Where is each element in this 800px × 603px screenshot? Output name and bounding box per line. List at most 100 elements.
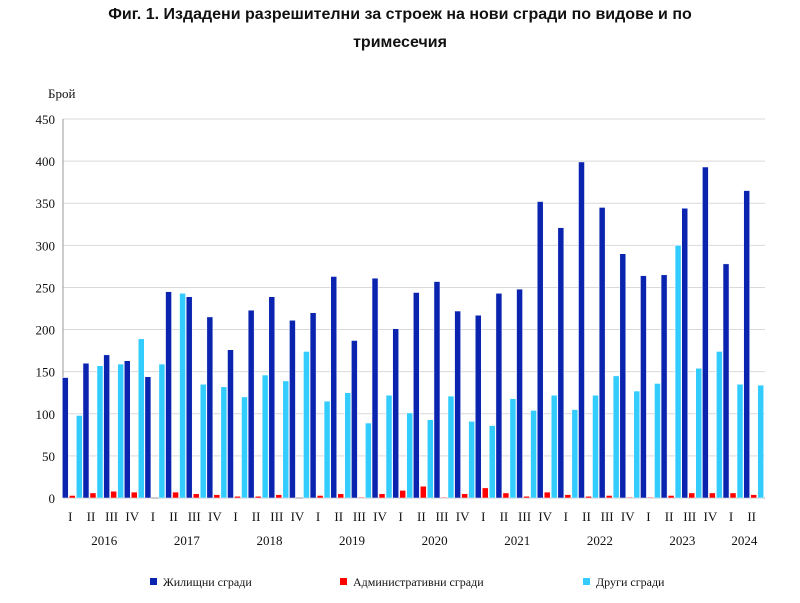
bar-residential (743, 190, 750, 499)
bar-administrative (89, 492, 97, 499)
bar-administrative (523, 496, 530, 499)
bar-administrative (275, 494, 283, 499)
bar-residential (516, 288, 523, 499)
bar-administrative (461, 493, 468, 499)
bar-other (158, 363, 166, 499)
bar-administrative (543, 491, 551, 499)
y-tick-label: 0 (49, 491, 56, 506)
bar-other (76, 415, 83, 499)
bar-administrative (213, 494, 221, 499)
bar-administrative (667, 495, 675, 499)
bar-administrative (110, 491, 117, 499)
x-tick-quarter: I (68, 509, 72, 524)
x-tick-quarter: IV (456, 509, 470, 524)
bar-other (138, 338, 145, 499)
x-tick-quarter: II (169, 509, 178, 524)
bar-other (220, 386, 228, 499)
bar-residential (124, 360, 131, 499)
bar-administrative (729, 492, 737, 499)
x-tick-quarter: I (564, 509, 568, 524)
x-tick-quarter: II (665, 509, 674, 524)
x-tick-quarter: I (646, 509, 650, 524)
y-tick-label: 200 (36, 323, 56, 338)
bar-residential (62, 377, 69, 499)
bar-other (695, 368, 702, 499)
bar-residential (309, 312, 317, 499)
bar-other (96, 365, 104, 499)
bar-residential (702, 166, 709, 499)
bar-administrative (316, 495, 324, 499)
legend-label: Жилищни сгради (163, 575, 252, 589)
bar-other (550, 394, 558, 499)
x-tick-quarter: II (500, 509, 509, 524)
x-tick-quarter: II (582, 509, 591, 524)
bar-residential (475, 314, 482, 499)
bar-other (633, 390, 641, 499)
bar-administrative (688, 492, 695, 499)
bar-other (674, 245, 682, 499)
bar-administrative (482, 487, 489, 499)
bar-residential (227, 349, 234, 499)
x-tick-year: 2022 (587, 533, 613, 548)
bar-other (303, 351, 310, 499)
x-tick-year: 2021 (504, 533, 530, 548)
bar-other (592, 394, 599, 499)
x-tick-quarter: I (481, 509, 485, 524)
bar-other (571, 409, 579, 499)
bar-administrative (440, 496, 448, 499)
bar-residential (268, 296, 276, 499)
bar-residential (495, 293, 503, 499)
x-tick-year: 2024 (731, 533, 758, 548)
y-tick-label: 400 (36, 154, 56, 169)
bar-residential (433, 281, 441, 499)
x-tick-quarter: III (601, 509, 614, 524)
x-tick-year: 2023 (669, 533, 695, 548)
bar-other (468, 421, 475, 499)
bar-administrative (420, 485, 427, 499)
y-tick-label: 450 (36, 112, 56, 127)
bar-residential (330, 276, 337, 499)
x-tick-quarter: IV (208, 509, 222, 524)
bar-residential (722, 263, 730, 499)
bar-residential (165, 291, 172, 499)
bar-administrative (358, 496, 365, 499)
bar-administrative (647, 496, 654, 499)
x-tick-quarter: III (518, 509, 531, 524)
y-tick-label: 300 (36, 238, 56, 253)
bar-other (282, 380, 290, 499)
y-axis-label: Брой (48, 86, 75, 101)
legend-swatch (583, 578, 590, 585)
bar-administrative (254, 496, 262, 499)
x-tick-year: 2020 (422, 533, 448, 548)
bar-administrative (626, 496, 634, 499)
x-tick-quarter: III (270, 509, 283, 524)
bar-other (489, 425, 496, 499)
bar-residential (351, 340, 358, 499)
bar-administrative (564, 494, 572, 499)
bar-residential (392, 328, 399, 499)
bar-residential (185, 296, 193, 499)
bar-administrative (605, 495, 613, 499)
bar-residential (454, 310, 461, 499)
legend-label: Административни сгради (353, 575, 484, 589)
bar-residential (413, 292, 420, 499)
x-tick-quarter: I (151, 509, 155, 524)
x-tick-quarter: IV (621, 509, 635, 524)
legend-label: Други сгради (596, 575, 665, 589)
bar-residential (371, 277, 379, 499)
x-tick-quarter: II (252, 509, 261, 524)
x-tick-quarter: III (435, 509, 448, 524)
bar-other (612, 375, 620, 499)
x-tick-year: 2017 (174, 533, 201, 548)
y-tick-label: 150 (36, 365, 56, 380)
bar-residential (660, 274, 668, 499)
bar-other (427, 419, 434, 499)
chart-title-line1: Фиг. 1. Издадени разрешителни за строеж … (108, 6, 692, 23)
x-tick-quarter: IV (125, 509, 139, 524)
bar-other (199, 384, 207, 499)
x-tick-quarter: I (729, 509, 733, 524)
bar-residential (289, 320, 296, 499)
x-tick-quarter: I (233, 509, 237, 524)
bar-other (179, 293, 186, 499)
